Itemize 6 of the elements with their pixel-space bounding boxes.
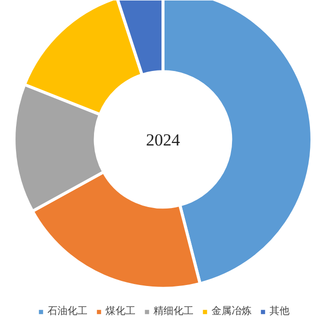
legend-label: 其他 (270, 304, 290, 318)
legend-label: 石油化工 (48, 304, 88, 318)
legend-label: 煤化工 (106, 305, 136, 318)
legend-label: 精细化工 (154, 304, 194, 318)
legend-label: 金属冶炼 (212, 305, 252, 318)
text: 2024 (146, 130, 180, 150)
